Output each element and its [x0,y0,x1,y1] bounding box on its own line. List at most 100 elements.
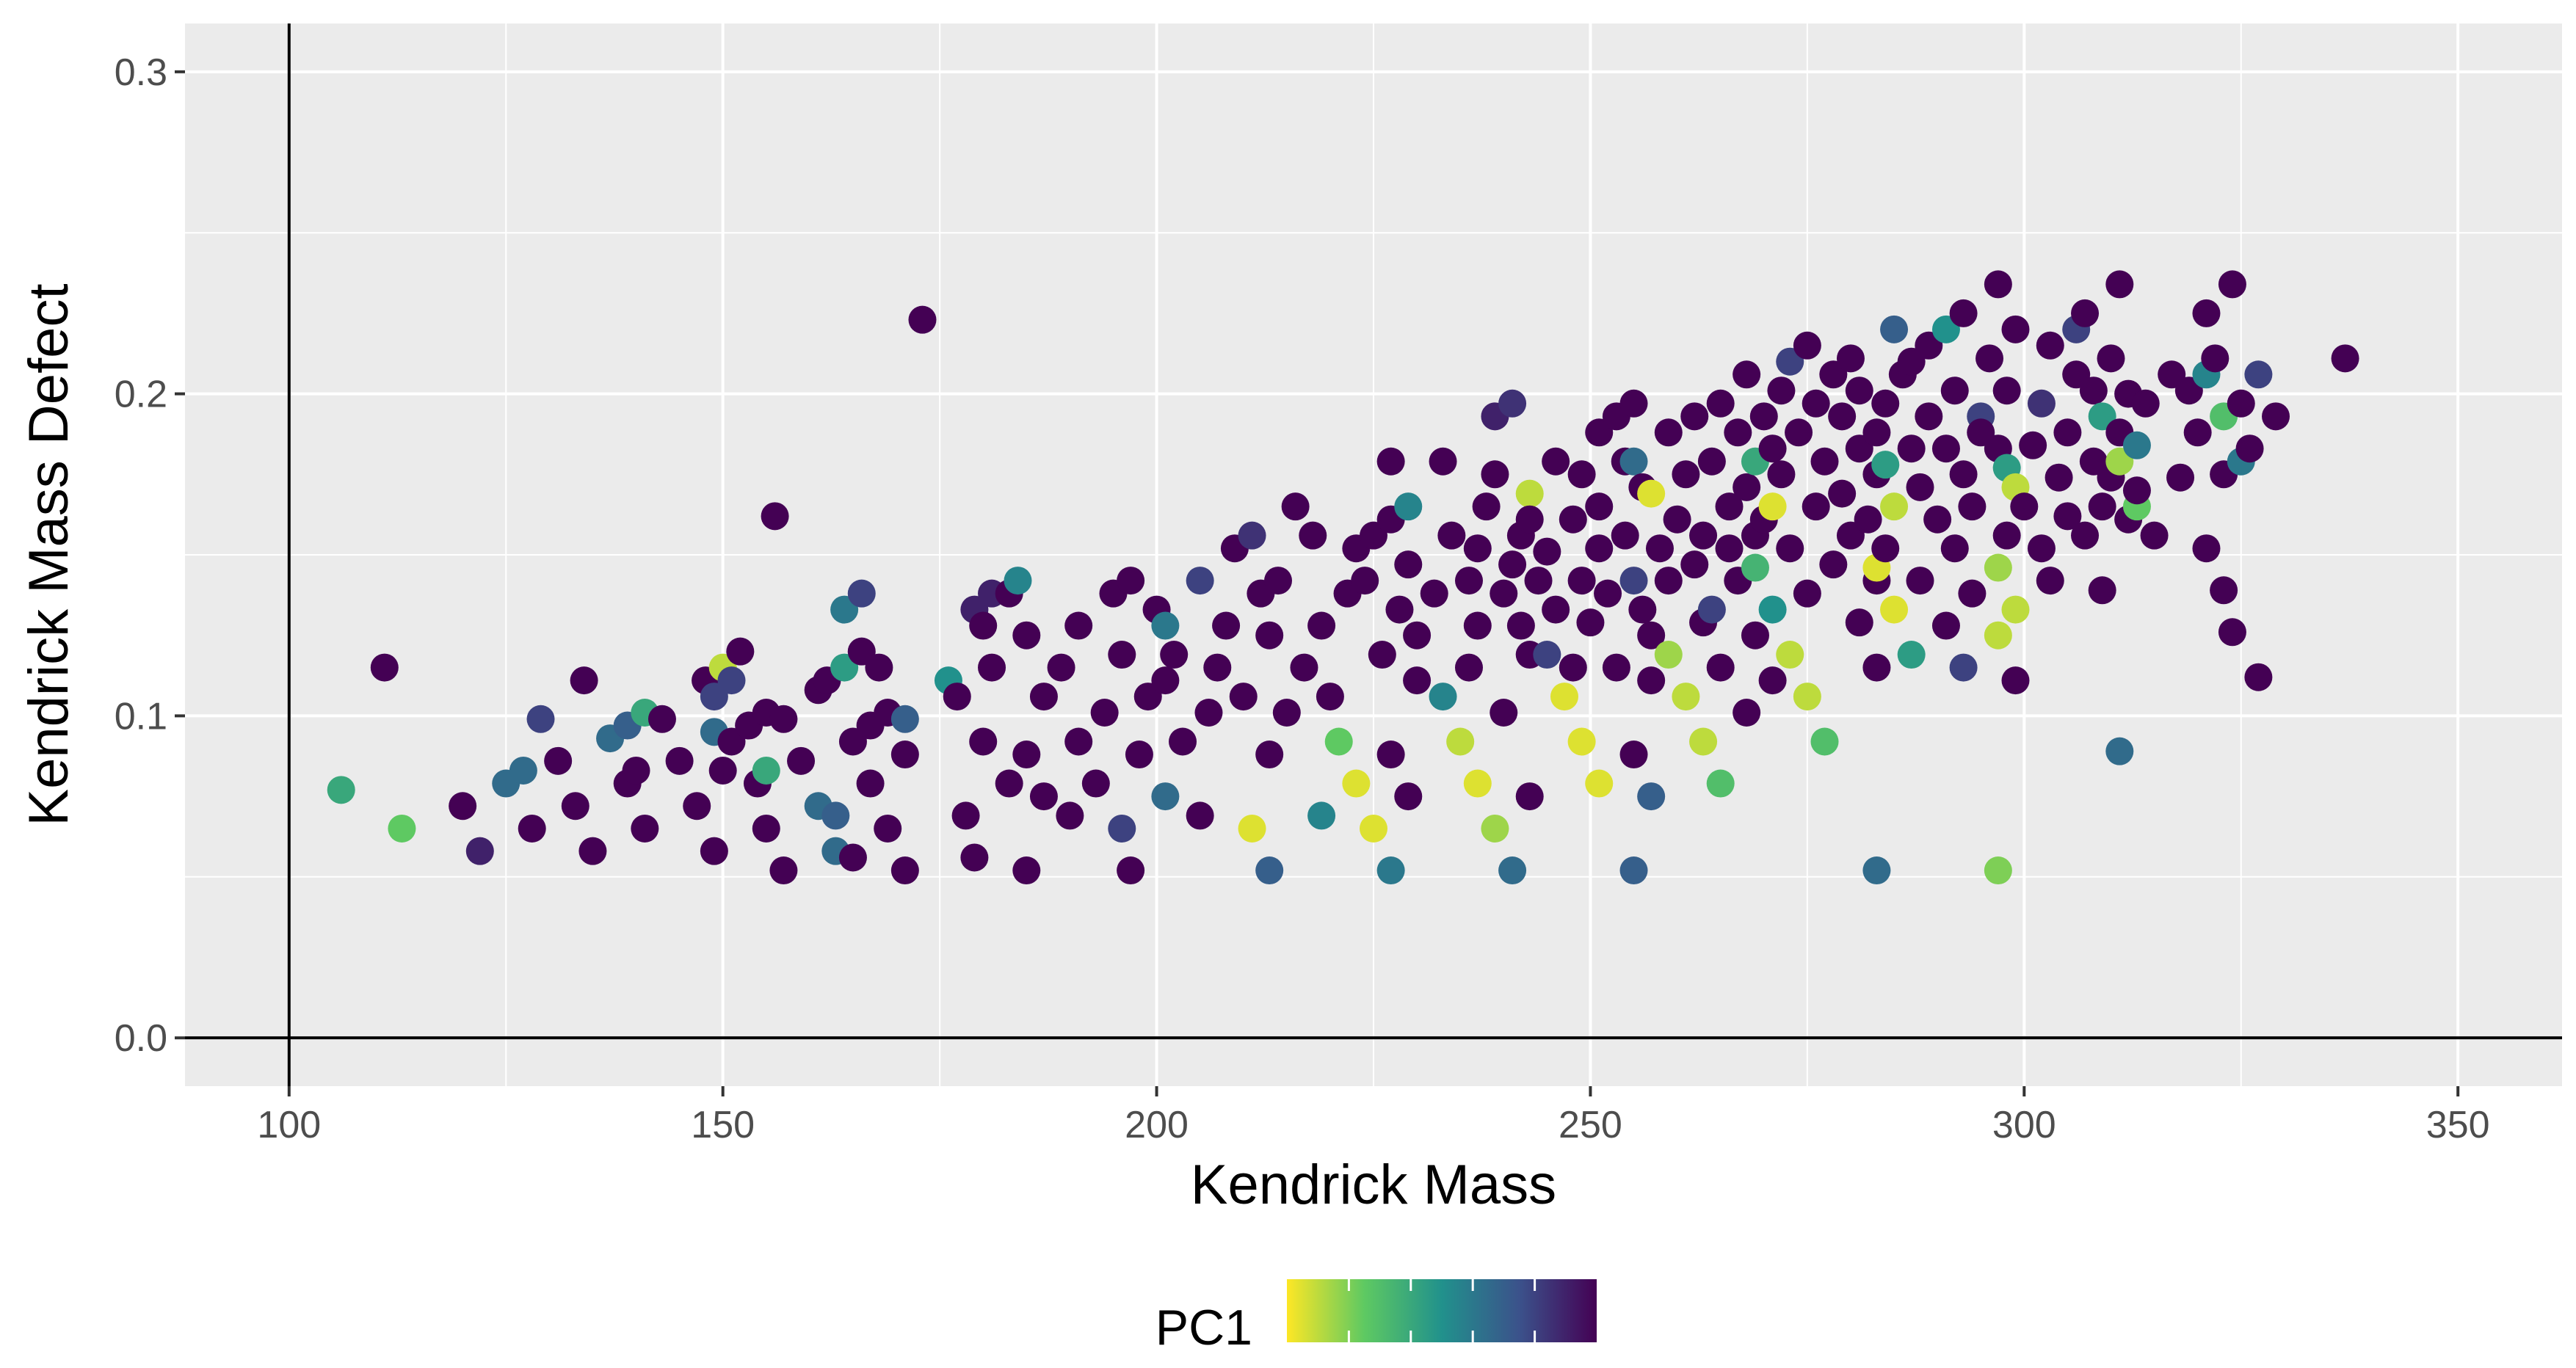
data-point [2097,344,2125,373]
data-point [2001,666,2030,695]
data-point [1151,666,1180,695]
data-point [1654,567,1683,595]
data-point [865,653,893,682]
data-point [1628,595,1657,624]
data-point [2244,360,2273,389]
data-point [2036,331,2064,360]
data-point [1793,579,1821,608]
data-point [1429,683,1457,711]
data-point [1949,299,1978,327]
data-point [787,746,816,775]
data-point [1559,653,1587,682]
data-point [1515,479,1544,508]
data-point [1897,434,1926,463]
data-point [856,769,885,798]
data-point [1064,611,1093,640]
data-point [1403,666,1432,695]
data-point [1741,553,1769,582]
data-point [838,843,867,872]
data-point [2244,663,2273,691]
data-point [1749,402,1778,431]
data-point [1767,376,1796,405]
data-point [1342,769,1371,798]
data-point [1619,741,1648,769]
data-point [1376,741,1405,769]
data-point [2131,389,2160,418]
data-point [1654,641,1683,669]
data-point [1272,699,1301,727]
data-point [1689,521,1718,550]
data-point [1975,344,2004,373]
data-point [1255,856,1284,885]
data-point [1984,553,2012,582]
data-point [1255,741,1284,769]
data-point [1029,683,1058,711]
data-point [509,756,537,785]
data-point [1324,727,1353,756]
data-point [1776,641,1804,669]
data-point [1992,521,2021,550]
data-point [1472,492,1501,521]
data-point [1394,492,1423,521]
data-point [1923,505,1952,534]
data-point [1368,641,1396,669]
data-point [1012,621,1041,650]
data-point [1012,741,1041,769]
data-point [1984,856,2012,885]
data-point [1715,534,1744,563]
legend-title: PC1 [1155,1300,1252,1356]
data-point [1524,567,1553,595]
data-point [1385,595,1414,624]
data-point [1542,447,1570,476]
data-point [2027,534,2056,563]
data-point [1836,344,1865,373]
data-point [631,814,659,843]
data-point [2192,534,2221,563]
data-point [960,843,989,872]
data-point [1802,389,1830,418]
x-tick-label: 150 [691,1104,755,1146]
data-point [995,769,1023,798]
data-point [1680,402,1709,431]
data-point [890,856,919,885]
data-point [2235,434,2264,463]
data-point [1108,641,1136,669]
data-point [1733,473,1761,501]
data-point [1064,727,1093,756]
data-point [1654,418,1683,447]
data-point [951,801,980,830]
x-tick-label: 200 [1125,1104,1189,1146]
data-point [1481,814,1509,843]
data-point [1594,579,1622,608]
data-point [890,741,919,769]
data-point [1490,699,1518,727]
data-point [1733,360,1761,389]
data-point [1992,376,2021,405]
x-tick-label: 300 [1992,1104,2056,1146]
data-point [1290,653,1318,682]
data-point [1845,608,1873,637]
data-point [1724,418,1752,447]
data-point [2166,463,2195,492]
data-point [2105,270,2134,299]
data-point [1316,683,1344,711]
data-point [1715,492,1744,521]
data-point [1585,492,1614,521]
data-point [1169,727,1197,756]
y-axis-title: Kendrick Mass Defect [18,283,80,826]
data-points [327,270,2359,885]
data-point [1238,521,1266,550]
data-point [1619,447,1648,476]
data-point [1004,567,1032,595]
data-point [1533,537,1561,566]
data-point [943,683,971,711]
data-point [1463,611,1492,640]
data-point [1351,567,1379,595]
data-point [1637,479,1666,508]
data-point [465,837,494,865]
data-point [1819,550,1848,579]
data-point [1758,595,1787,624]
data-point [1446,727,1475,756]
data-point [1984,270,2012,299]
